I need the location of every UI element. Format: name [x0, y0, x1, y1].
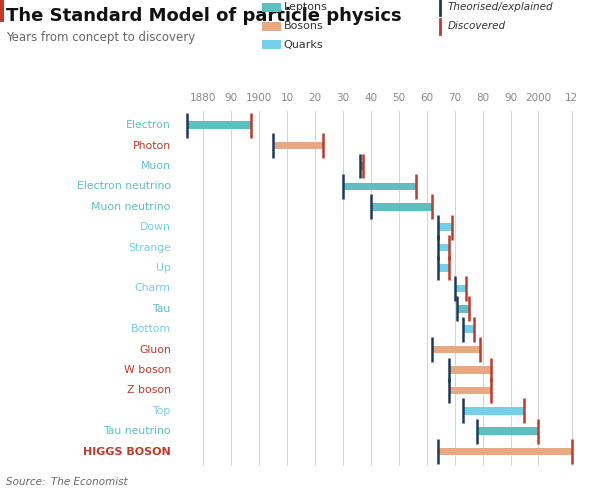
Bar: [433, 346, 480, 353]
Text: Charm: Charm: [134, 283, 171, 293]
Bar: [463, 325, 474, 333]
Bar: [449, 366, 491, 374]
Text: Bottom: Bottom: [131, 324, 171, 334]
Bar: [463, 407, 524, 415]
Text: Years from concept to discovery: Years from concept to discovery: [6, 31, 195, 43]
Text: Up: Up: [156, 263, 171, 273]
Bar: [477, 427, 538, 435]
Text: Quarks: Quarks: [284, 40, 324, 50]
Text: Bosons: Bosons: [284, 21, 324, 31]
Text: Electron neutrino: Electron neutrino: [77, 181, 171, 191]
Text: Photon: Photon: [133, 141, 171, 150]
Text: Tau: Tau: [152, 304, 171, 314]
Text: Z boson: Z boson: [127, 386, 171, 395]
Text: Discovered: Discovered: [447, 21, 506, 31]
Bar: [449, 387, 491, 394]
Bar: [455, 284, 466, 292]
Text: Muon: Muon: [141, 161, 171, 171]
Text: Theorised/explained: Theorised/explained: [447, 2, 553, 12]
Bar: [438, 223, 452, 231]
Text: Source:  The Economist: Source: The Economist: [6, 477, 127, 487]
Text: Tau neutrino: Tau neutrino: [103, 426, 171, 436]
Bar: [438, 264, 449, 272]
Bar: [438, 244, 449, 251]
Text: Leptons: Leptons: [284, 2, 328, 12]
Text: Top: Top: [152, 406, 171, 416]
Bar: [187, 121, 251, 129]
Bar: [273, 141, 324, 149]
Bar: [371, 203, 433, 211]
Text: W boson: W boson: [124, 365, 171, 375]
Text: Electron: Electron: [126, 120, 171, 130]
Bar: [343, 182, 415, 190]
Text: Gluon: Gluon: [139, 345, 171, 354]
Text: The Standard Model of particle physics: The Standard Model of particle physics: [6, 7, 402, 26]
Bar: [438, 448, 572, 456]
Text: Muon neutrino: Muon neutrino: [92, 202, 171, 212]
Text: Down: Down: [140, 222, 171, 232]
Text: Strange: Strange: [128, 243, 171, 252]
Text: HIGGS BOSON: HIGGS BOSON: [83, 447, 171, 457]
Bar: [458, 305, 469, 313]
Bar: [360, 162, 362, 170]
